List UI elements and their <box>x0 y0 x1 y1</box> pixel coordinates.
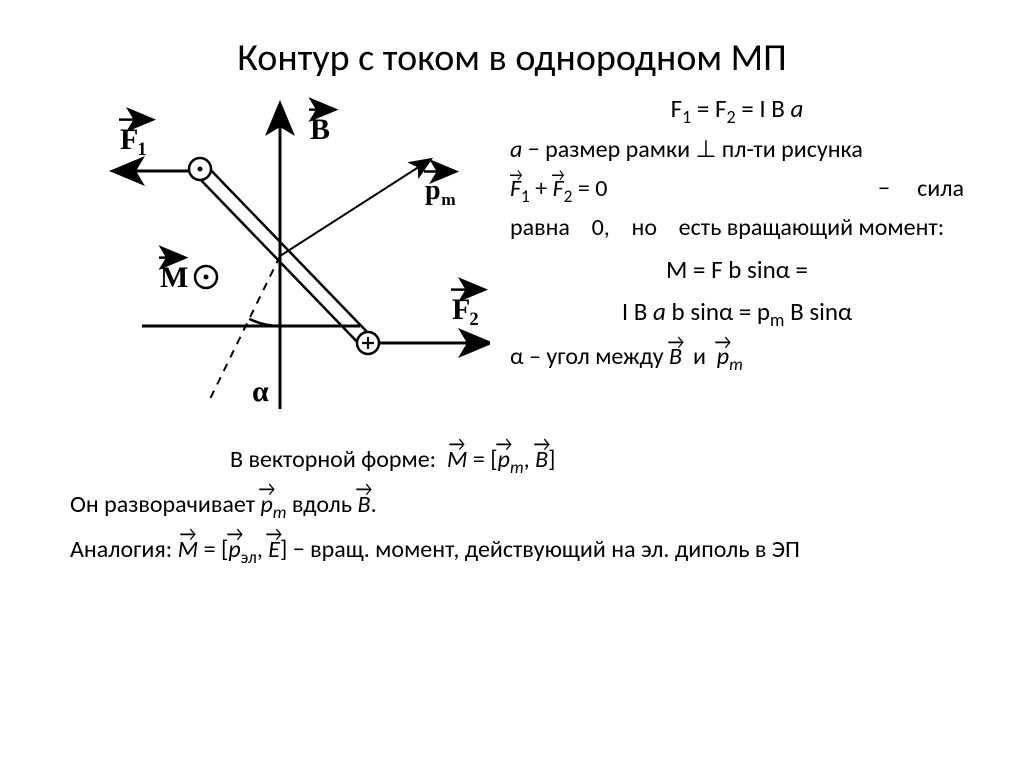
svg-text:F: F <box>120 123 138 156</box>
moment-eq-1: M = F b sinα = <box>510 252 964 288</box>
svg-text:p: p <box>425 175 441 206</box>
alpha-definition: α – угол между B и pm <box>510 340 964 375</box>
equation-f1f2: F1 = F2 = I B a <box>510 91 964 127</box>
equations-column: F1 = F2 = I B a a − размер рамки ⊥ пл-ти… <box>490 91 964 441</box>
alignment-statement: Он разворачивает pm вдоль B. <box>70 486 964 523</box>
vector-form: В векторной форме: M = [pm, B] <box>70 441 964 478</box>
physics-diagram: F1BpmMF2α <box>70 91 490 441</box>
svg-text:1: 1 <box>137 139 146 160</box>
svg-text:F: F <box>452 293 470 326</box>
force-sum-txt1: − сила <box>848 172 964 207</box>
svg-text:α: α <box>252 375 269 408</box>
content-row: F1BpmMF2α F1 = F2 = I B a a − размер рам… <box>0 91 1024 441</box>
analogy: Аналогия: M = [pэл, E] − вращ. момент, д… <box>70 531 964 568</box>
a-definition: a − размер рамки ⊥ пл-ти рисунка <box>510 133 964 168</box>
svg-text:m: m <box>441 190 456 209</box>
page-title: Контур с током в однородном МП <box>0 0 1024 91</box>
moment-eq-2: I B a b sinα = pm B sinα <box>510 294 964 330</box>
svg-text:2: 2 <box>469 309 478 330</box>
force-sum-txt2: равна 0, но есть вращающий момент: <box>510 211 964 246</box>
svg-text:M: M <box>160 261 188 294</box>
svg-text:B: B <box>310 113 330 146</box>
lower-block: В векторной форме: M = [pm, B] Он развор… <box>0 441 1024 569</box>
force-sum-eq: F1 + F2 = 0 <box>510 172 607 207</box>
diagram-column: F1BpmMF2α <box>70 91 490 441</box>
